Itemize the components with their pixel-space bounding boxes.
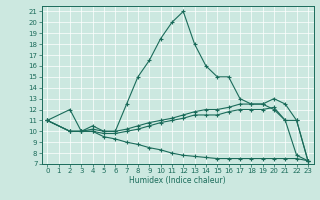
- X-axis label: Humidex (Indice chaleur): Humidex (Indice chaleur): [129, 176, 226, 185]
